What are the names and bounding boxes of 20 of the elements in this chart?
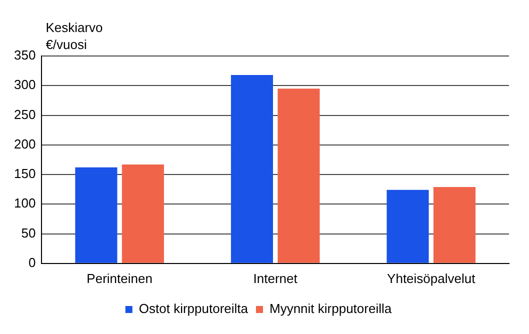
y-tick-label: 100 [14,196,36,211]
y-tick-label: 300 [14,77,36,92]
y-tick-label: 250 [14,106,36,122]
bar [75,167,118,263]
bar [386,190,429,263]
x-tick-label: Internet [253,270,298,286]
legend-label: Myynnit kirpputoreilla [270,301,392,316]
bar [278,88,320,263]
x-tick-label: Yhteisöpalvelut [387,270,476,286]
legend-label: Ostot kirpputoreilta [138,301,249,316]
bar [122,164,164,263]
y-axis-title: Keskiarvo €/vuosi [46,20,103,52]
y-tick-label: 350 [14,48,36,63]
y-tick-label: 200 [14,136,36,152]
y-tick-label: 150 [14,166,36,182]
y-tick-label: 50 [21,225,36,240]
y-tick-label: 0 [28,254,36,270]
bar [230,74,274,263]
bar [433,186,476,263]
x-tick-label: Perinteinen [86,270,152,286]
